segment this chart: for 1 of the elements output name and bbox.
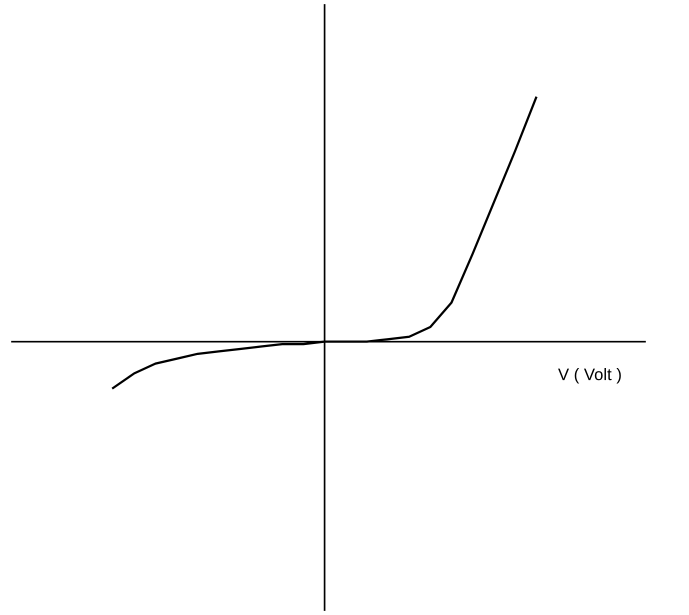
x-axis-title: V ( Volt )	[558, 368, 621, 384]
